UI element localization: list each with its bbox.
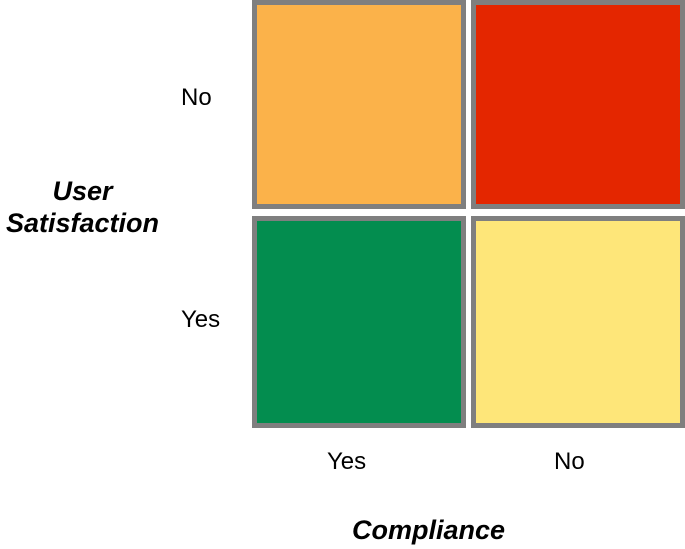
y-axis-tick-yes: Yes	[181, 306, 221, 333]
y-axis-tick-no: No	[181, 84, 212, 111]
x-axis-title: Compliance	[352, 515, 506, 545]
quadrant-no-satisfaction-yes-compliance	[252, 0, 466, 209]
x-axis-tick-no: No	[554, 448, 585, 475]
quadrant-yes-satisfaction-yes-compliance	[252, 216, 466, 428]
quadrant-yes-satisfaction-no-compliance	[471, 216, 685, 428]
quadrant-no-satisfaction-no-compliance	[471, 0, 685, 209]
x-axis-tick-yes: Yes	[327, 448, 367, 475]
y-axis-title: User Satisfaction	[0, 175, 165, 239]
y-axis-title-line2: Satisfaction	[5, 208, 160, 238]
y-axis-title-line1: User	[52, 176, 113, 206]
